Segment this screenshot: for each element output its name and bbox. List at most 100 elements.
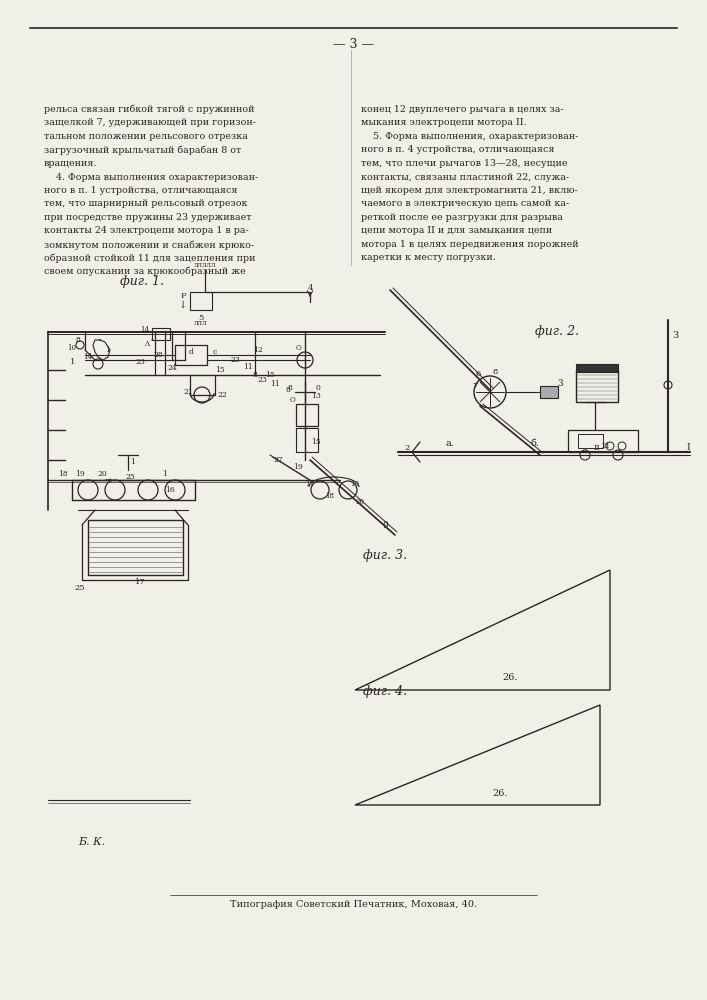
Text: 25: 25 (125, 473, 135, 481)
Text: 21: 21 (602, 442, 611, 450)
Text: 9: 9 (382, 520, 388, 530)
Text: ного в п. 1 устройства, отличающаяся: ного в п. 1 устройства, отличающаяся (44, 186, 238, 195)
Text: контакты, связаны пластиной 22, служа-: контакты, связаны пластиной 22, служа- (361, 172, 568, 182)
Text: фиг. 1.: фиг. 1. (120, 275, 164, 288)
Text: конец 12 двуплечего рычага в целях за-: конец 12 двуплечего рычага в целях за- (361, 105, 563, 114)
Text: 7: 7 (472, 382, 478, 390)
Text: 5: 5 (198, 314, 204, 322)
Text: — 3 —: — 3 — (333, 38, 374, 51)
Text: I: I (686, 444, 690, 452)
Text: 5. Форма выполнения, охарактеризован-: 5. Форма выполнения, охарактеризован- (361, 132, 578, 141)
Text: фиг. 4.: фиг. 4. (363, 686, 407, 698)
Text: 13: 13 (311, 392, 321, 400)
Bar (190, 292, 212, 310)
Text: защелкой 7, удерживающей при горизон-: защелкой 7, удерживающей при горизон- (44, 118, 256, 127)
Text: мыкания электроцепи мотора II.: мыкания электроцепи мотора II. (361, 118, 526, 127)
Bar (152, 328, 170, 340)
Text: 4: 4 (308, 284, 312, 292)
Text: 15: 15 (311, 438, 321, 446)
Text: цепи мотора II и для замыкания цепи: цепи мотора II и для замыкания цепи (361, 226, 552, 235)
Text: 18: 18 (325, 492, 334, 500)
Text: ллл: ллл (194, 319, 208, 327)
Text: 26.: 26. (492, 788, 508, 798)
Text: при посредстве пружины 23 удерживает: при посредстве пружины 23 удерживает (44, 213, 251, 222)
Text: б.: б. (530, 440, 539, 448)
Text: 8: 8 (492, 368, 498, 376)
Text: своем опускании за крюкообразный же: своем опускании за крюкообразный же (44, 267, 245, 276)
Text: 1: 1 (163, 470, 168, 478)
Text: 23: 23 (230, 356, 240, 364)
Text: загрузочный крыльчатый барабан 8 от: загрузочный крыльчатый барабан 8 от (44, 145, 241, 155)
Text: 19: 19 (75, 470, 85, 478)
Text: 15: 15 (265, 371, 275, 379)
Text: 3: 3 (557, 379, 563, 388)
Text: фиг. 2.: фиг. 2. (535, 326, 579, 338)
Text: 23: 23 (257, 376, 267, 384)
Text: образной стойкой 11 для зацепления при: образной стойкой 11 для зацепления при (44, 253, 255, 263)
Text: 11: 11 (243, 363, 253, 371)
Text: 12: 12 (253, 346, 263, 354)
Text: 25: 25 (75, 584, 86, 592)
Text: вращения.: вращения. (44, 159, 98, 168)
Text: чаемого в электрическую цепь самой ка-: чаемого в электрическую цепь самой ка- (361, 200, 569, 209)
Text: O: O (295, 344, 301, 352)
Text: 11: 11 (270, 380, 280, 388)
Text: рельса связан гибкой тягой с пружинной: рельса связан гибкой тягой с пружинной (44, 105, 255, 114)
Text: щей якорем для электромагнита 21, вклю-: щей якорем для электромагнита 21, вклю- (361, 186, 578, 195)
Text: 2: 2 (404, 444, 409, 452)
Bar (296, 404, 318, 426)
Text: P: P (180, 292, 186, 300)
Text: ↓: ↓ (179, 300, 187, 310)
Text: Б. К.: Б. К. (78, 837, 105, 847)
Text: 28: 28 (153, 351, 163, 359)
Bar (88, 520, 183, 575)
Text: 14: 14 (141, 326, 149, 334)
Text: Типография Советский Печатник, Моховая, 40.: Типография Советский Печатник, Моховая, … (230, 900, 477, 909)
Text: c: c (213, 348, 217, 356)
Text: 20: 20 (356, 498, 365, 506)
Text: 22: 22 (217, 391, 227, 399)
Bar (296, 428, 318, 452)
Text: 8: 8 (252, 371, 257, 379)
Text: 23: 23 (135, 358, 145, 366)
Text: 0: 0 (315, 384, 320, 392)
Text: 14: 14 (83, 353, 93, 361)
Text: каретки к месту погрузки.: каретки к месту погрузки. (361, 253, 496, 262)
Text: ного в п. 4 устройства, отличающаяся: ного в п. 4 устройства, отличающаяся (361, 145, 554, 154)
Text: 3: 3 (672, 330, 678, 340)
Text: 10: 10 (351, 480, 359, 488)
Bar (576, 364, 618, 372)
Text: 20: 20 (97, 470, 107, 478)
Text: ллллл: ллллл (194, 261, 216, 269)
Text: мотора 1 в целях передвижения порожней: мотора 1 в целях передвижения порожней (361, 240, 578, 249)
Text: 8: 8 (288, 384, 293, 392)
Bar (568, 430, 638, 452)
Bar (578, 434, 603, 448)
Text: 19: 19 (293, 463, 303, 471)
Text: 26.: 26. (502, 674, 518, 682)
Text: тем, что шарнирный рельсовый отрезок: тем, что шарнирный рельсовый отрезок (44, 200, 247, 209)
Text: Λ΄: Λ΄ (144, 340, 152, 348)
Text: 24: 24 (167, 364, 177, 372)
Text: 15: 15 (215, 366, 225, 374)
Text: реткой после ее разгрузки для разрыва: реткой после ее разгрузки для разрыва (361, 213, 563, 222)
Text: 10: 10 (67, 344, 76, 352)
Text: →: → (105, 476, 112, 484)
Text: d: d (189, 348, 194, 356)
Text: тем, что плечи рычагов 13—28, несущие: тем, что плечи рычагов 13—28, несущие (361, 159, 567, 168)
Text: контакты 24 электроцепи мотора 1 в ра-: контакты 24 электроцепи мотора 1 в ра- (44, 226, 249, 235)
Text: фиг. 3.: фиг. 3. (363, 548, 407, 562)
Text: 1: 1 (70, 358, 76, 366)
Text: II: II (594, 444, 600, 452)
Text: 16: 16 (165, 486, 175, 494)
Text: 27: 27 (273, 456, 283, 464)
Text: зомкнутом положении и снабжен крюко-: зомкнутом положении и снабжен крюко- (44, 240, 254, 249)
Text: 1: 1 (105, 346, 110, 354)
Text: 4. Форма выполнения охарактеризован-: 4. Форма выполнения охарактеризован- (44, 172, 258, 182)
Bar (175, 345, 207, 365)
Text: 18: 18 (58, 470, 68, 478)
Text: 6: 6 (475, 370, 481, 378)
Text: 8: 8 (76, 336, 81, 344)
Text: 17: 17 (305, 480, 315, 488)
Text: 17: 17 (134, 578, 146, 586)
